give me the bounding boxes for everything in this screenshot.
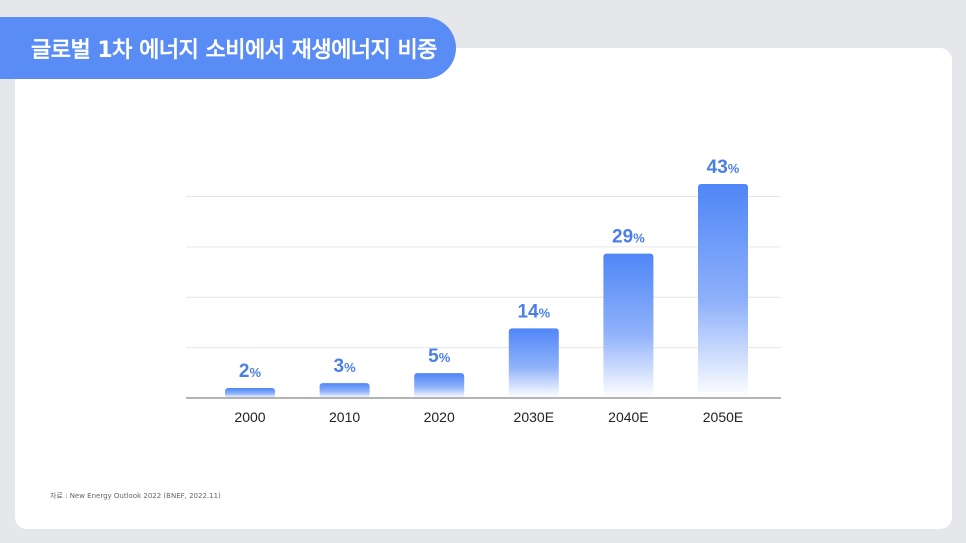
data-label-2000: 2%: [239, 361, 262, 382]
bar-2030E: [508, 328, 559, 398]
x-tick-label-2010: 2010: [329, 409, 360, 425]
x-tick-label-2050E: 2050E: [703, 409, 743, 425]
chart-card: [15, 48, 952, 529]
source-note: 자료 : New Energy Outlook 2022 (BNEF, 2022…: [50, 492, 221, 500]
bar-2040E: [603, 253, 654, 398]
data-label-2040E: 29%: [612, 227, 645, 248]
data-label-2020: 5%: [428, 346, 451, 367]
x-tick-label-2020: 2020: [424, 409, 455, 425]
x-tick-label-2030E: 2030E: [514, 409, 554, 425]
x-tick-label-2040E: 2040E: [608, 409, 648, 425]
data-label-2050E: 43%: [707, 157, 740, 178]
data-label-2010: 3%: [334, 356, 357, 377]
bar-2000: [225, 388, 275, 398]
bar-2010: [319, 383, 370, 398]
bar-2050E: [698, 184, 748, 398]
x-tick-label-2000: 2000: [234, 409, 265, 425]
title-banner: 글로벌 1차 에너지 소비에서 재생에너지 비중: [0, 17, 456, 79]
bar-2020: [414, 373, 465, 398]
page-title: 글로벌 1차 에너지 소비에서 재생에너지 비중: [31, 38, 437, 63]
data-label-2030E: 14%: [517, 301, 550, 322]
